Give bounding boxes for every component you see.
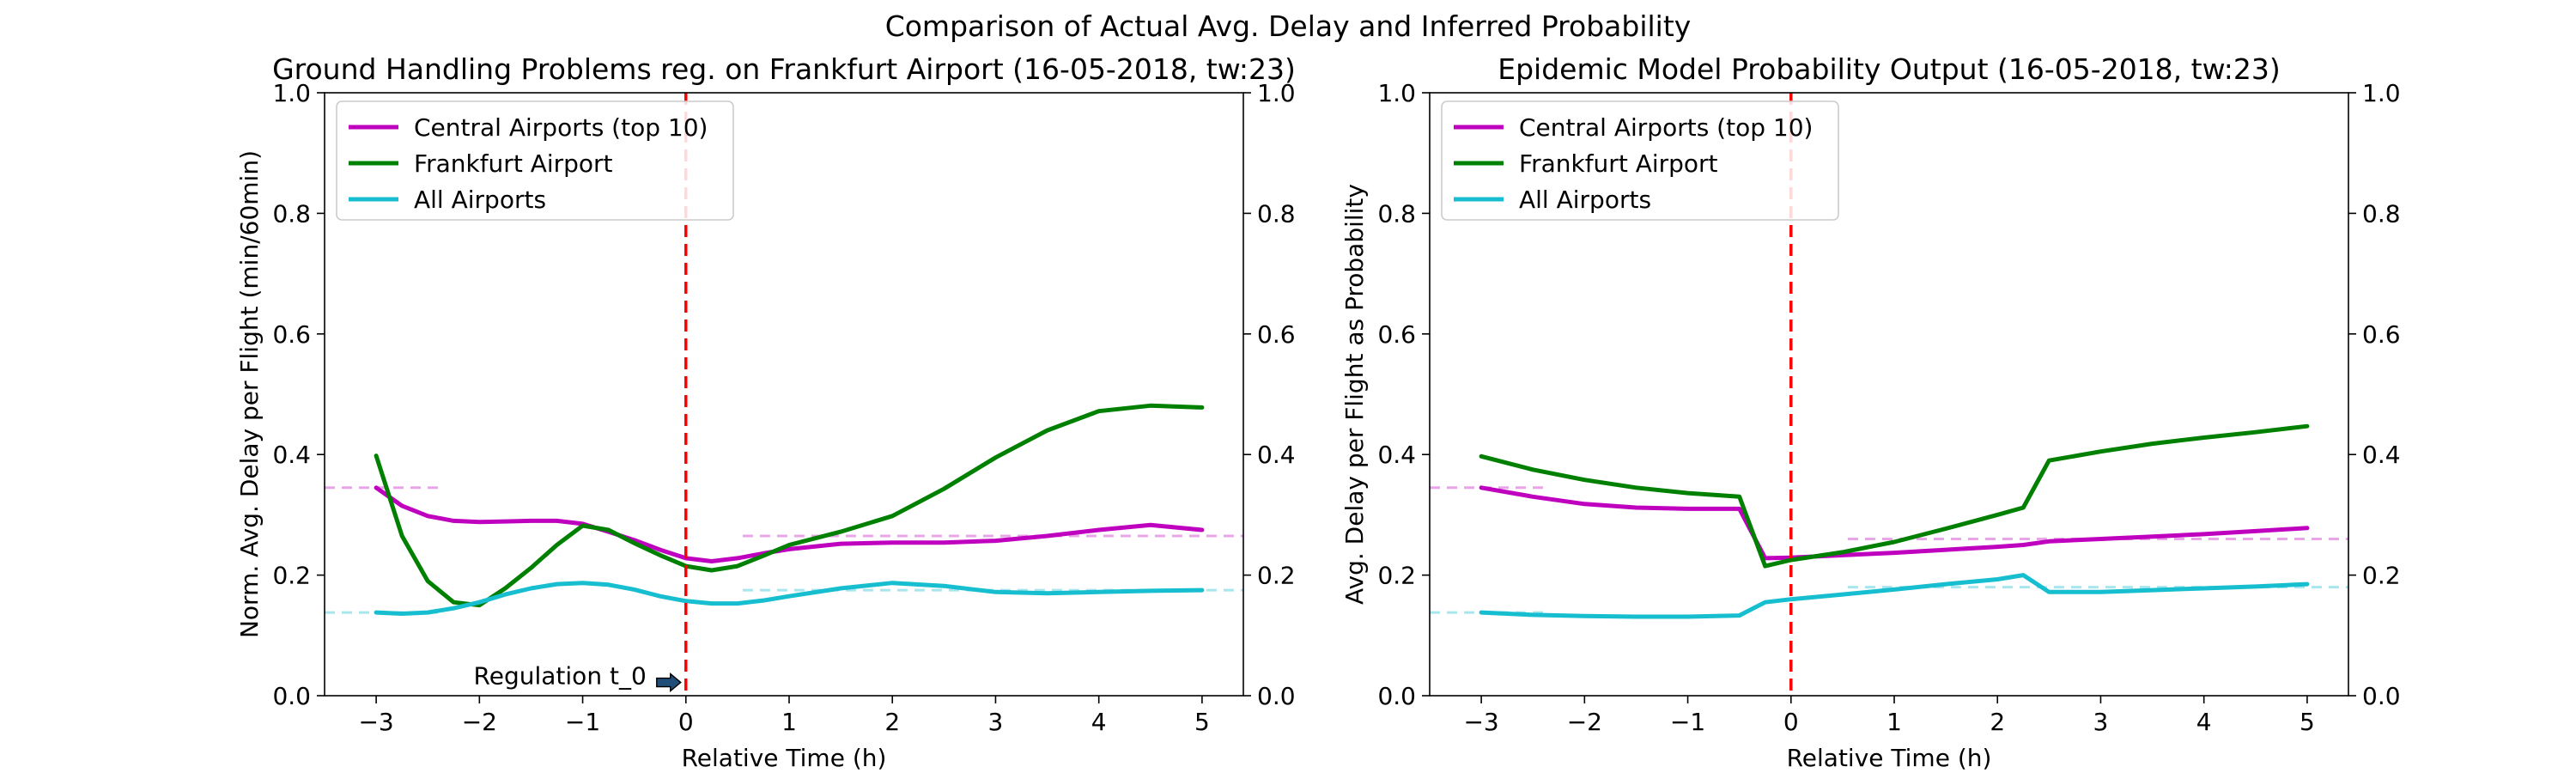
x-tick-label: 5 [2300,708,2315,736]
legend-label-2: All Airports [1519,186,1651,214]
x-tick-label: −1 [1670,708,1705,736]
y-tick-label: 0.4 [1377,441,1416,469]
right-y-tick-label: 0.4 [1257,441,1296,469]
series-line-2 [1479,573,2310,619]
right-y-tick-label: 0.4 [2362,441,2401,469]
right-y-tick-label: 0.2 [2362,562,2401,590]
y-axis-label: Avg. Delay per Flight as Probability [1340,184,1369,605]
x-tick-label: 1 [781,708,797,736]
legend-label-2: All Airports [414,186,546,214]
y-tick-label: 0.4 [272,441,311,469]
right-chart-panel: −3 −2 −1 0 1 2 3 4 5 0.0 0.0 0.2 0.2 0.4 0.4 0.6 0.6 0.8 0… [1340,52,2401,772]
legend-label-1: Frankfurt Airport [1519,149,1718,178]
y-tick-label: 1.0 [272,79,311,107]
right-y-tick-label: 0.0 [2362,682,2401,710]
right-y-tick-label: 0.8 [2362,199,2401,228]
y-tick-label: 0.8 [272,199,311,228]
series-line-1 [374,403,1205,608]
x-tick-label: −2 [462,708,497,736]
right-y-tick-label: 1.0 [2362,79,2401,107]
legend-label-0: Central Airports (top 10) [1519,113,1813,142]
legend-box [1441,100,1839,221]
y-tick-label: 0.6 [272,320,311,349]
y-tick-label: 0.0 [1377,682,1416,710]
series-line-0 [374,485,1205,563]
y-tick-label: 1.0 [1377,79,1416,107]
axes-title: Ground Handling Problems reg. on Frankfu… [272,52,1296,86]
regulation-arrow [656,673,682,693]
series-line-2 [374,581,1205,616]
x-tick-label: 2 [884,708,900,736]
axes-frame [1429,92,2349,697]
axes-frame [324,92,1244,697]
y-tick-label: 0.2 [272,562,311,590]
right-y-tick-label: 0.6 [1257,320,1296,349]
y-tick-label: 0.0 [272,682,311,710]
series-line-1 [1479,423,2310,569]
series-line-0 [1479,485,2310,561]
x-tick-label: 0 [1783,708,1799,736]
x-tick-label: 1 [1886,708,1902,736]
x-tick-label: 4 [2196,708,2212,736]
x-tick-label: 2 [1990,708,2005,736]
x-tick-label: −3 [1463,708,1498,736]
x-tick-label: 5 [1194,708,1210,736]
x-tick-label: 4 [1091,708,1107,736]
x-tick-label: −2 [1567,708,1602,736]
x-axis-label: Relative Time (h) [682,744,887,772]
x-tick-label: −1 [565,708,600,736]
y-axis-label: Norm. Avg. Delay per Flight (min/60min) [235,150,264,638]
y-tick-label: 0.2 [1377,562,1416,590]
axes-title: Epidemic Model Probability Output (16-05… [1498,52,2281,86]
x-tick-label: −3 [358,708,393,736]
right-y-tick-label: 0.6 [2362,320,2401,349]
x-tick-label: 0 [678,708,694,736]
x-tick-label: 3 [988,708,1004,736]
legend-label-1: Frankfurt Airport [414,149,613,178]
legend-label-0: Central Airports (top 10) [414,113,708,142]
regulation-annotation: Regulation t_0 [474,662,647,691]
right-y-tick-label: 0.8 [1257,199,1296,228]
legend-box [336,100,734,221]
figure-suptitle: Comparison of Actual Avg. Delay and Infe… [885,9,1692,43]
right-y-tick-label: 0.0 [1257,682,1296,710]
y-tick-label: 0.8 [1377,199,1416,228]
y-tick-label: 0.6 [1377,320,1416,349]
right-y-tick-label: 0.2 [1257,562,1296,590]
left-chart-panel: −3 −2 −1 0 1 2 3 4 5 0.0 0.0 0.2 0.2 0.4 0.4 0.6 0.6 0.8 0… [235,52,1296,772]
right-y-tick-label: 1.0 [1257,79,1296,107]
x-tick-label: 3 [2093,708,2109,736]
x-axis-label: Relative Time (h) [1787,744,1992,772]
